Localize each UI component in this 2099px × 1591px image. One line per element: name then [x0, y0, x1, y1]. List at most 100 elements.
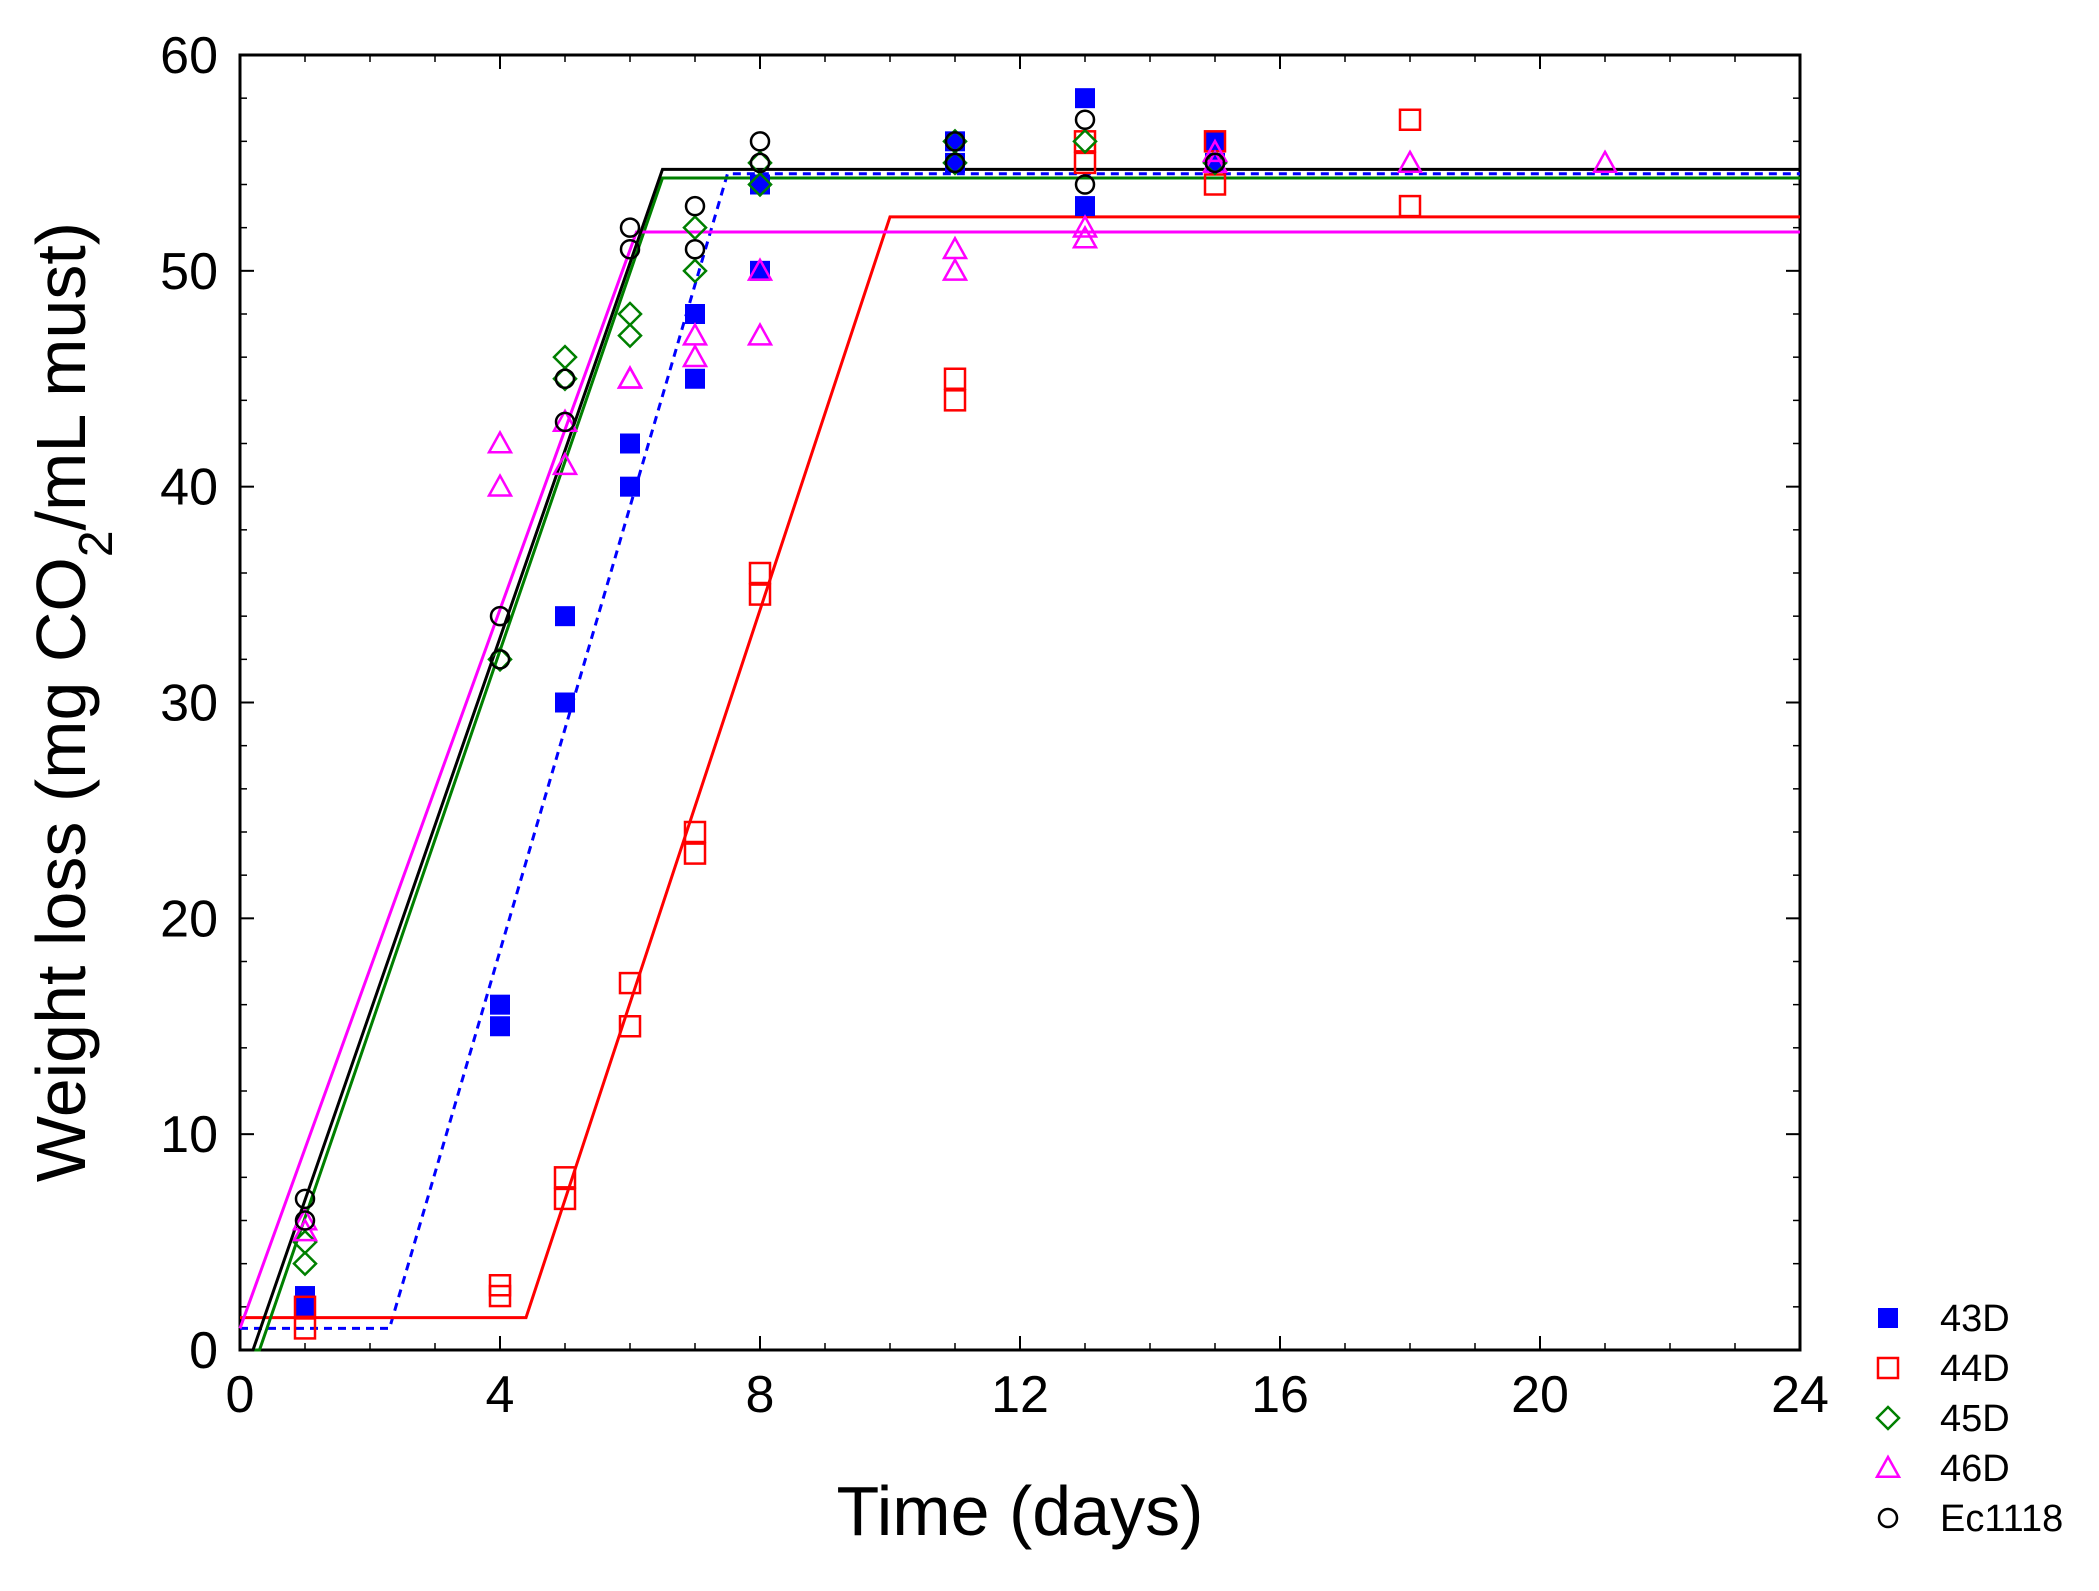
- data-point-43d: [685, 368, 705, 389]
- data-point-46d: [746, 322, 774, 346]
- data-point-ec1118: [944, 152, 966, 174]
- data-point-45d: [292, 1250, 318, 1277]
- legend-label-45d: 45D: [1940, 1398, 2010, 1440]
- legend-marker-44d: [1876, 1356, 1900, 1380]
- legend: 43D 44D 45D 46D Ec1118: [1874, 1298, 2063, 1540]
- legend-label-46d: 46D: [1940, 1448, 2010, 1490]
- data-point-44d: [1398, 108, 1422, 131]
- data-point-46d: [1201, 138, 1229, 163]
- data-point-45d: [682, 214, 708, 241]
- fit-line-ec1118: [240, 167, 1800, 1352]
- y-tick-label: 20: [160, 890, 218, 948]
- data-point-44d: [748, 561, 772, 585]
- data-point-43d: [685, 304, 705, 324]
- data-point-45d: [617, 322, 643, 349]
- legend-label-44d: 44D: [1940, 1348, 2010, 1390]
- data-point-43d: [750, 174, 770, 195]
- data-point-44d: [293, 1317, 317, 1340]
- data-point-44d: [293, 1295, 317, 1319]
- data-point-45d: [747, 171, 773, 198]
- legend-label-ec1118: Ec1118: [1940, 1498, 2063, 1540]
- data-point-46d: [681, 343, 709, 368]
- y-tick-label: 0: [189, 1322, 218, 1380]
- data-point-43d: [1075, 88, 1095, 109]
- data-point-43d: [555, 692, 575, 713]
- data-point-ec1118: [294, 1188, 316, 1210]
- data-point-43d: [750, 260, 770, 281]
- data-point-45d: [292, 1229, 318, 1255]
- data-point-46d: [486, 429, 514, 454]
- data-point-43d: [620, 476, 640, 497]
- data-point-46d: [1591, 149, 1619, 173]
- data-point-ec1118: [554, 368, 576, 389]
- data-point-46d: [746, 257, 774, 281]
- x-tick-label: 24: [1771, 1366, 1829, 1424]
- data-point-ec1118: [749, 152, 771, 174]
- data-point-ec1118: [1074, 109, 1096, 130]
- data-point-ec1118: [684, 239, 706, 260]
- data-point-46d: [551, 451, 579, 476]
- data-point-46d: [941, 235, 969, 260]
- x-tick-label: 8: [746, 1366, 775, 1424]
- legend-marker-ec1118: [1877, 1507, 1899, 1529]
- data-point-ec1118: [749, 131, 771, 152]
- x-axis-title: Time (days): [837, 1472, 1204, 1550]
- data-point-ec1118: [684, 195, 706, 217]
- x-tick-label: 16: [1251, 1366, 1309, 1424]
- x-tick-label: 4: [486, 1366, 515, 1424]
- data-point-44d: [488, 1274, 512, 1297]
- data-point-45d: [617, 301, 643, 327]
- axis-ticks: [239, 54, 1801, 1351]
- legend-marker-45d: [1875, 1405, 1901, 1431]
- data-point-46d: [1396, 149, 1424, 173]
- data-point-ec1118: [489, 649, 511, 670]
- data-point-46d: [1071, 214, 1099, 238]
- data-point-46d: [681, 322, 709, 346]
- data-point-46d: [616, 365, 644, 389]
- data-point-ec1118: [1074, 174, 1096, 195]
- y-tick-label: 40: [160, 459, 218, 517]
- data-point-46d: [941, 257, 969, 281]
- data-point-45d: [552, 344, 578, 370]
- data-point-ec1118: [619, 217, 641, 238]
- legend-label-43d: 43D: [1940, 1298, 2010, 1340]
- x-tick-label: 12: [991, 1366, 1049, 1424]
- x-tick-label: 20: [1511, 1366, 1569, 1424]
- data-point-45d: [682, 258, 708, 284]
- legend-marker-46d: [1874, 1454, 1902, 1479]
- data-point-ec1118: [554, 411, 576, 433]
- data-point-44d: [943, 367, 967, 390]
- data-point-46d: [486, 473, 514, 497]
- data-point-44d: [618, 971, 642, 995]
- y-tick-label: 30: [160, 675, 218, 733]
- y-tick-label: 60: [160, 27, 218, 85]
- data-point-44d: [1398, 194, 1422, 218]
- y-tick-label: 50: [160, 243, 218, 301]
- plot-frame: [238, 53, 1802, 1352]
- data-point-43d: [490, 994, 510, 1015]
- data-point-44d: [553, 1187, 577, 1211]
- y-tick-label: 10: [160, 1106, 218, 1164]
- x-tick-label: 0: [226, 1366, 255, 1424]
- data-points: [291, 88, 1619, 1340]
- data-point-43d: [620, 433, 640, 454]
- data-point-ec1118: [489, 605, 511, 627]
- data-point-44d: [748, 583, 772, 606]
- legend-marker-43d: [1878, 1308, 1898, 1328]
- data-point-ec1118: [944, 131, 966, 152]
- data-point-44d: [618, 1015, 642, 1038]
- data-point-44d: [683, 820, 707, 844]
- y-axis-title: Weight loss (mg CO2/mL must): [22, 222, 123, 1182]
- data-point-ec1118: [619, 239, 641, 260]
- data-point-43d: [1075, 196, 1095, 217]
- data-point-44d: [943, 389, 967, 412]
- data-point-43d: [490, 1016, 510, 1037]
- data-point-ec1118: [1204, 152, 1226, 174]
- data-point-44d: [683, 842, 707, 865]
- data-point-43d: [555, 606, 575, 627]
- data-point-45d: [1072, 128, 1098, 155]
- data-point-ec1118: [294, 1210, 316, 1231]
- fit-line-44d: [240, 215, 1800, 1320]
- data-point-44d: [553, 1166, 577, 1189]
